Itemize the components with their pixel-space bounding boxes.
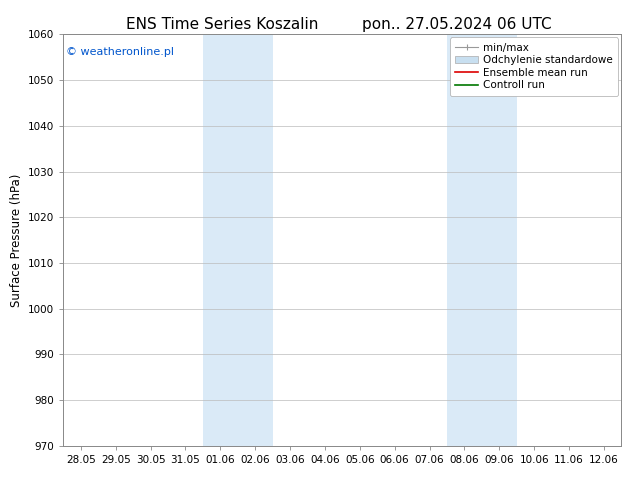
Text: © weatheronline.pl: © weatheronline.pl — [66, 47, 174, 57]
Text: pon.. 27.05.2024 06 UTC: pon.. 27.05.2024 06 UTC — [361, 17, 552, 32]
Bar — [203, 34, 273, 446]
Legend: min/max, Odchylenie standardowe, Ensemble mean run, Controll run: min/max, Odchylenie standardowe, Ensembl… — [450, 37, 618, 96]
Bar — [447, 34, 517, 446]
Y-axis label: Surface Pressure (hPa): Surface Pressure (hPa) — [10, 173, 23, 307]
Text: ENS Time Series Koszalin: ENS Time Series Koszalin — [126, 17, 318, 32]
